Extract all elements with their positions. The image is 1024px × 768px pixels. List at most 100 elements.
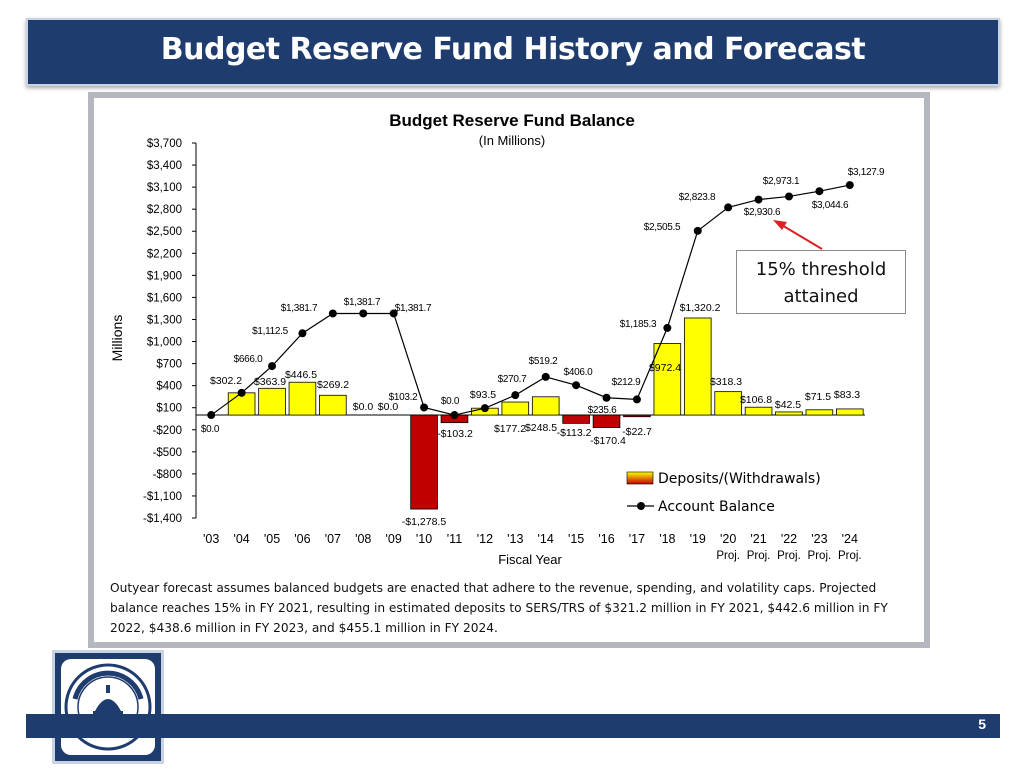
x-tick-label-6: '09 bbox=[386, 532, 402, 546]
x-tick-label-13: '16 bbox=[598, 532, 614, 546]
bar-value-label-12: -$113.2 bbox=[557, 427, 592, 439]
x-tick-label-12: '15 bbox=[568, 532, 584, 546]
balance-point-16 bbox=[693, 226, 702, 235]
balance-value-label-6: $1,381.7 bbox=[395, 303, 432, 314]
chart-subtitle: (In Millions) bbox=[479, 133, 545, 148]
x-tick-label-18: '21 bbox=[750, 532, 766, 546]
balance-point-20 bbox=[815, 187, 824, 196]
balance-value-label-11: $519.2 bbox=[529, 356, 559, 367]
x-tick-label-9: '12 bbox=[477, 532, 493, 546]
legend-label-balance: Account Balance bbox=[658, 499, 775, 515]
deposit-bar-14 bbox=[623, 414, 651, 418]
balance-value-label-10: $270.7 bbox=[498, 374, 528, 385]
callout-arrow-head bbox=[773, 220, 787, 230]
bar-value-label-13: -$170.4 bbox=[590, 435, 626, 447]
deposit-bar-7 bbox=[410, 414, 438, 510]
deposit-bar-10 bbox=[501, 401, 530, 416]
balance-point-0 bbox=[207, 411, 216, 420]
x-tick-label-5: '08 bbox=[355, 532, 371, 546]
balance-point-12 bbox=[572, 381, 581, 390]
x-tick-label-11: '14 bbox=[538, 532, 554, 546]
bar-value-label-4: $269.2 bbox=[317, 379, 349, 391]
projection-label-19: Proj. bbox=[777, 550, 801, 562]
opm-seal-icon bbox=[64, 663, 152, 751]
balance-value-label-18: $2,930.6 bbox=[744, 207, 781, 218]
balance-value-label-15: $1,185.3 bbox=[620, 319, 657, 330]
x-tick-label-20: '23 bbox=[811, 532, 827, 546]
bar-value-label-10: $177.2 bbox=[494, 423, 526, 435]
balance-point-11 bbox=[541, 372, 550, 381]
bar-value-label-16: $1,320.2 bbox=[680, 302, 721, 314]
x-tick-label-1: '04 bbox=[233, 532, 249, 546]
y-tick-label: -$500 bbox=[153, 447, 182, 459]
chart-title: Budget Reserve Fund Balance bbox=[389, 111, 635, 130]
x-axis-label: Fiscal Year bbox=[498, 552, 562, 567]
bar-value-label-2: $363.9 bbox=[254, 376, 286, 388]
deposit-bar-11 bbox=[531, 396, 560, 416]
balance-value-label-19: $2,973.1 bbox=[763, 176, 800, 187]
balance-value-label-0: $0.0 bbox=[201, 424, 220, 435]
balance-value-label-7: $103.2 bbox=[389, 392, 419, 403]
chart-panel bbox=[88, 92, 930, 648]
x-tick-label-17: '20 bbox=[720, 532, 736, 546]
x-tick-label-7: '10 bbox=[416, 532, 432, 546]
deposit-bar-4 bbox=[319, 394, 347, 416]
y-tick-label: $1,900 bbox=[147, 270, 182, 282]
bar-value-label-17: $318.3 bbox=[710, 376, 742, 388]
y-tick-label: $2,500 bbox=[147, 226, 182, 238]
logo-background bbox=[61, 659, 155, 755]
x-tick-label-8: '11 bbox=[447, 532, 462, 546]
x-tick-label-10: '13 bbox=[507, 532, 523, 546]
x-tick-label-3: '06 bbox=[294, 532, 310, 546]
y-tick-label: $1,600 bbox=[147, 292, 182, 304]
legend-label-deposits: Deposits/(Withdrawals) bbox=[658, 471, 821, 487]
y-tick-label: $100 bbox=[156, 403, 182, 415]
balance-point-7 bbox=[420, 403, 429, 412]
bar-value-label-19: $42.5 bbox=[775, 399, 801, 411]
deposit-bar-13 bbox=[592, 414, 621, 428]
deposit-bar-17 bbox=[714, 391, 742, 416]
bar-value-label-9: $93.5 bbox=[470, 389, 496, 401]
bar-value-label-11: $248.5 bbox=[525, 422, 557, 434]
y-tick-label: $700 bbox=[156, 359, 182, 371]
bar-value-label-20: $71.5 bbox=[805, 391, 831, 403]
bar-value-label-1: $302.2 bbox=[210, 375, 242, 387]
balance-value-label-13: $235.6 bbox=[588, 405, 618, 416]
balance-point-8 bbox=[450, 411, 459, 420]
deposit-bar-21 bbox=[836, 408, 864, 416]
deposit-bar-12 bbox=[562, 414, 590, 424]
bar-value-label-7: -$1,278.5 bbox=[402, 516, 447, 528]
balance-point-14 bbox=[632, 395, 641, 404]
bar-value-label-6: $0.0 bbox=[378, 401, 399, 413]
legend-marker-balance bbox=[637, 502, 645, 510]
y-tick-label: -$800 bbox=[153, 469, 182, 481]
chart-panel-inner bbox=[94, 98, 924, 642]
projection-label-17: Proj. bbox=[716, 550, 740, 562]
projection-label-18: Proj. bbox=[747, 550, 771, 562]
balance-point-1 bbox=[237, 388, 246, 397]
bar-value-label-8: -$103.2 bbox=[437, 428, 473, 440]
x-tick-label-2: '05 bbox=[264, 532, 280, 546]
x-tick-label-16: '19 bbox=[690, 532, 706, 546]
y-tick-label: $3,700 bbox=[147, 138, 182, 150]
balance-value-label-8: $0.0 bbox=[441, 396, 460, 407]
y-tick-label: -$1,400 bbox=[143, 513, 182, 525]
page-number: 5 bbox=[978, 716, 986, 732]
balance-point-21 bbox=[845, 181, 854, 190]
balance-point-9 bbox=[480, 404, 489, 413]
balance-point-19 bbox=[784, 192, 793, 201]
y-tick-label: $3,100 bbox=[147, 182, 182, 194]
balance-point-2 bbox=[268, 362, 277, 371]
x-tick-label-4: '07 bbox=[325, 532, 341, 546]
y-axis-label: Millions bbox=[109, 315, 125, 362]
callout-arrow-line bbox=[779, 223, 823, 250]
balance-point-4 bbox=[328, 309, 337, 318]
balance-value-label-16: $2,505.5 bbox=[644, 222, 681, 233]
y-tick-label: -$200 bbox=[153, 425, 182, 437]
deposit-bar-16 bbox=[683, 317, 712, 416]
legend-swatch-deposits bbox=[626, 471, 654, 485]
deposit-bar-15 bbox=[653, 343, 682, 416]
x-tick-label-21: '24 bbox=[842, 532, 858, 546]
bar-value-label-5: $0.0 bbox=[353, 401, 374, 413]
